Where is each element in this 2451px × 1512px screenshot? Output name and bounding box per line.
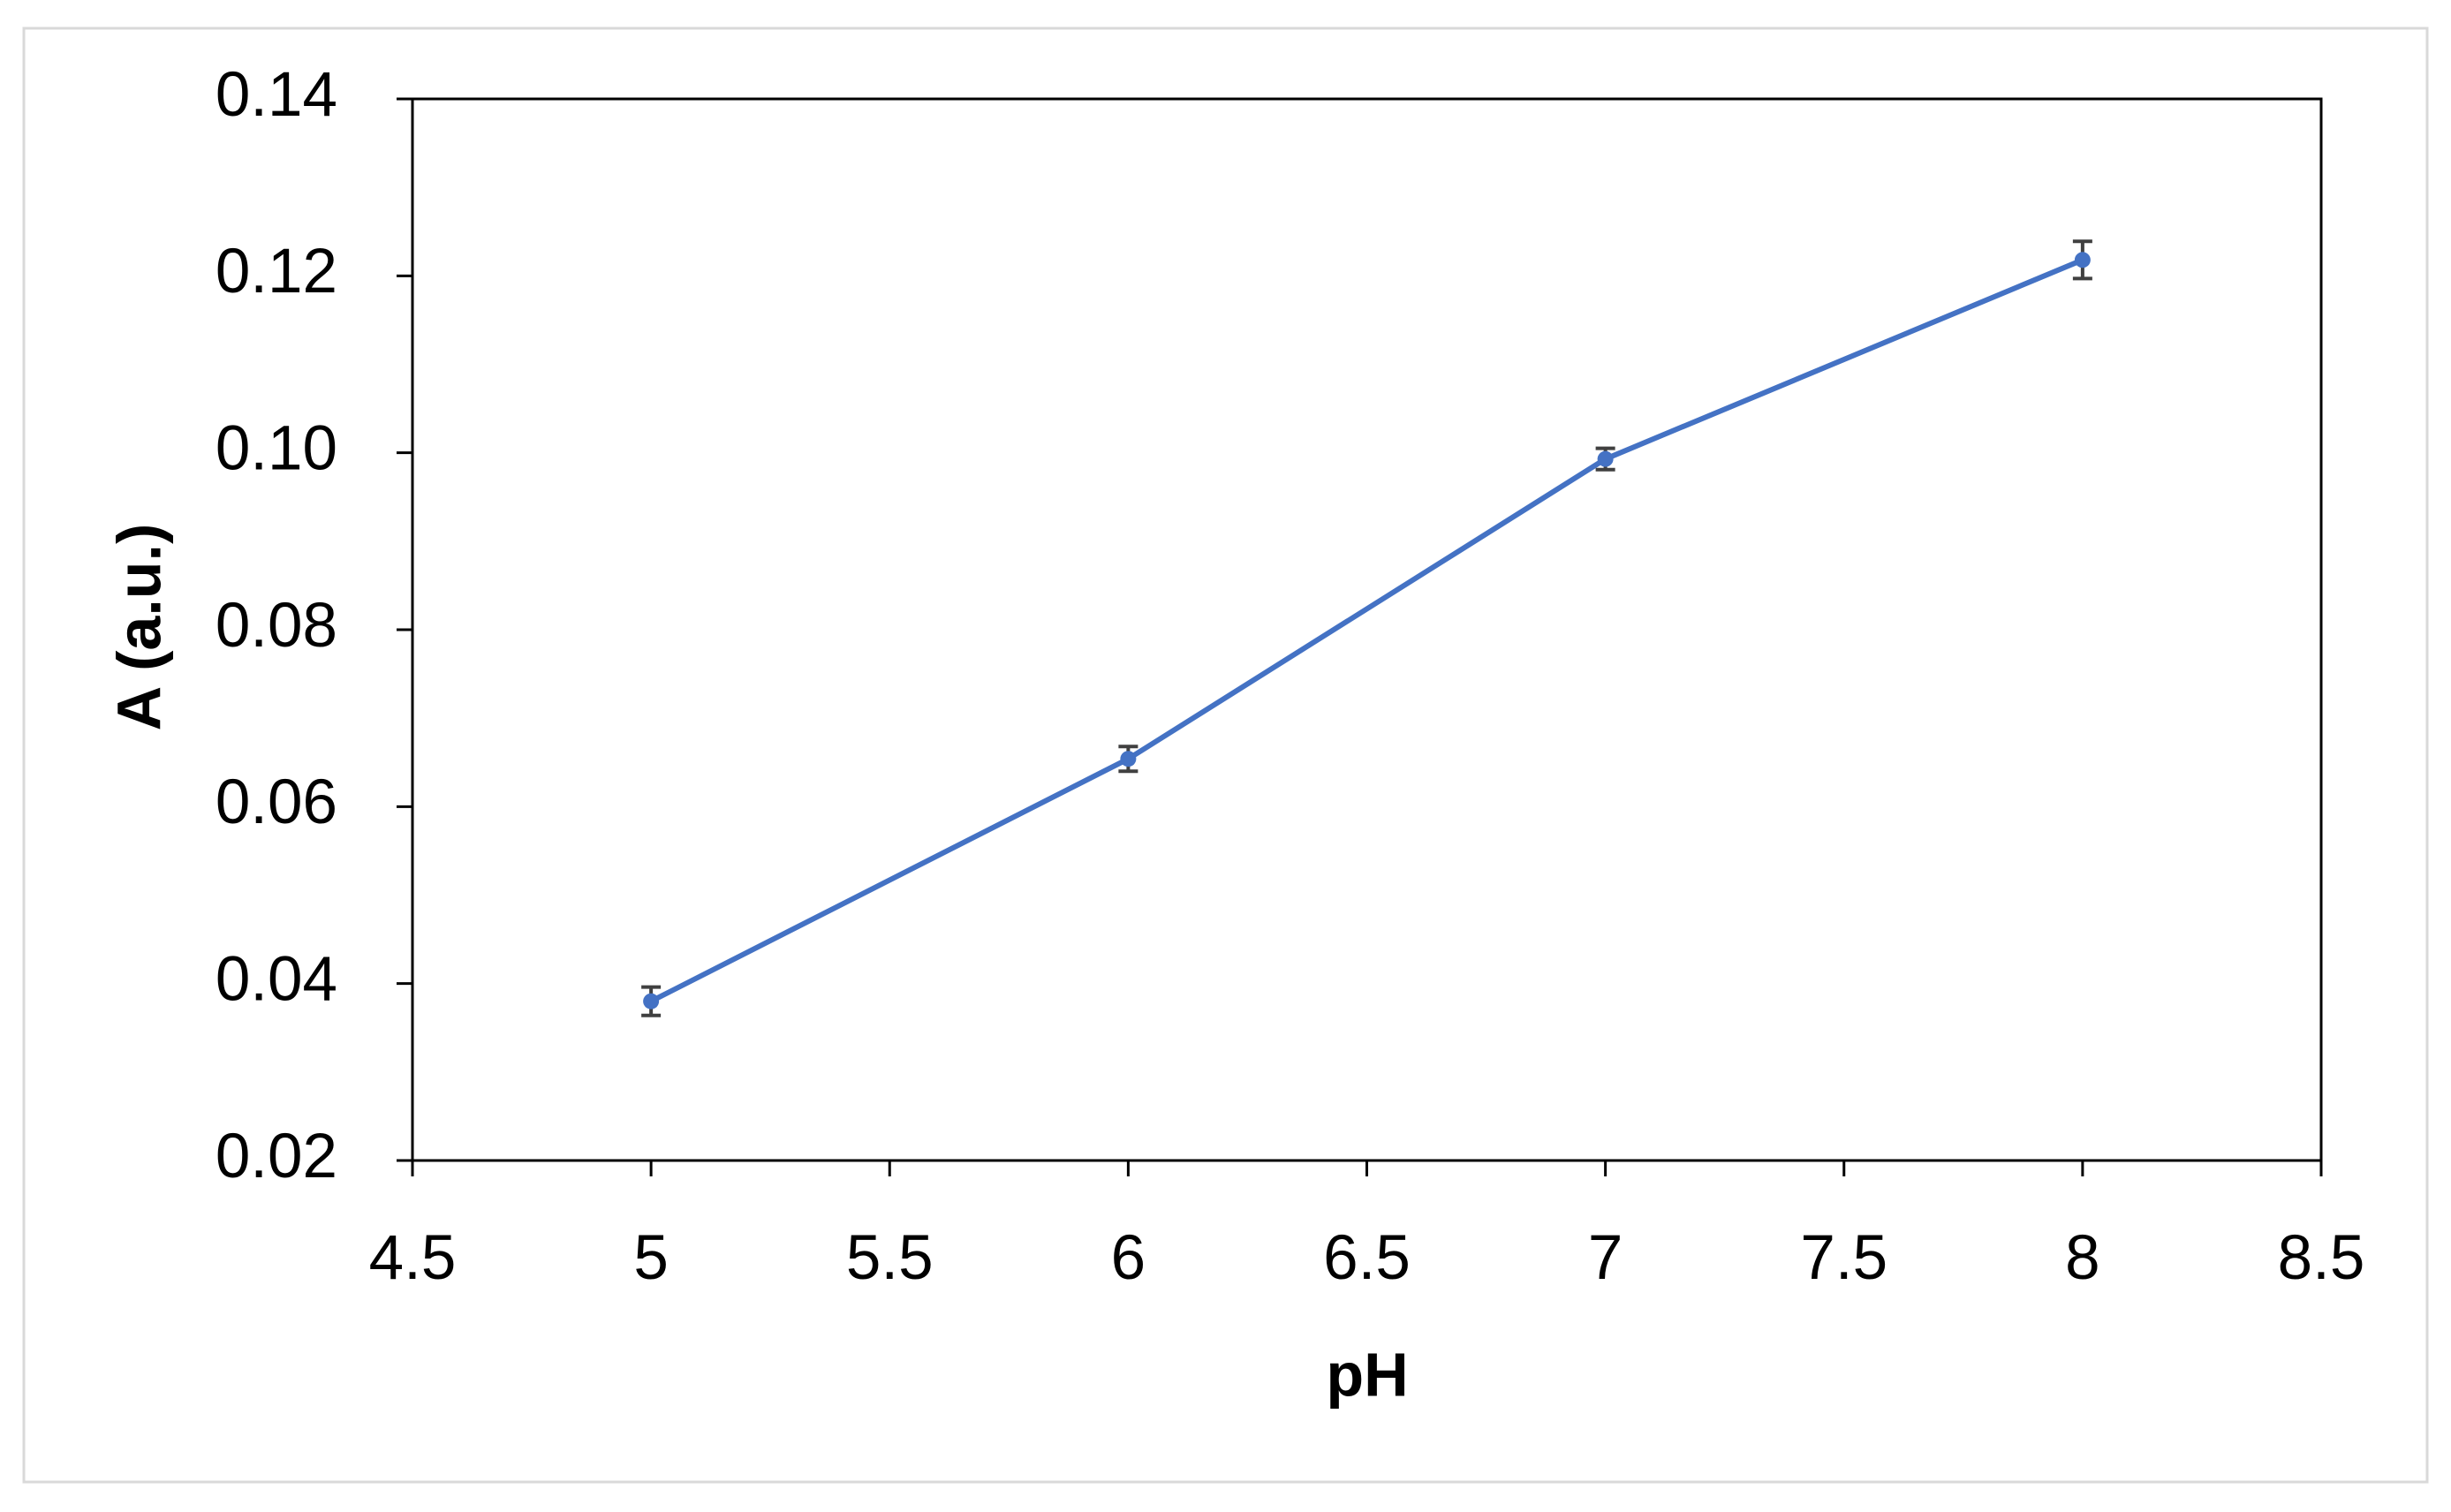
data-point — [2074, 252, 2091, 268]
y-axis-title: A (a.u.) — [104, 524, 173, 731]
x-tick-label: 6 — [1111, 1223, 1146, 1293]
y-tick-label: 0.06 — [216, 767, 337, 837]
data-point — [1597, 450, 1614, 467]
y-tick-label: 0.08 — [216, 591, 337, 661]
x-tick-label: 7 — [1588, 1223, 1623, 1293]
data-line — [649, 257, 2084, 1004]
x-tick-label: 4.5 — [369, 1223, 457, 1293]
data-point — [643, 993, 660, 1009]
data-point — [1120, 751, 1137, 767]
y-tick-label: 0.04 — [216, 944, 337, 1014]
y-tick-label: 0.14 — [216, 60, 337, 130]
x-tick-label: 7.5 — [1800, 1223, 1887, 1293]
y-tick-label: 0.12 — [216, 237, 337, 306]
x-tick-label: 5.5 — [846, 1223, 934, 1293]
x-axis-title: pH — [1326, 1340, 1408, 1409]
x-tick-label: 5 — [633, 1223, 669, 1293]
x-tick-label: 8 — [2065, 1223, 2100, 1293]
x-tick-label: 8.5 — [2278, 1223, 2365, 1293]
y-tick-label: 0.10 — [216, 413, 337, 483]
chart-border — [22, 26, 2429, 1484]
y-tick-label: 0.02 — [216, 1122, 337, 1191]
x-tick-label: 6.5 — [1323, 1223, 1411, 1293]
